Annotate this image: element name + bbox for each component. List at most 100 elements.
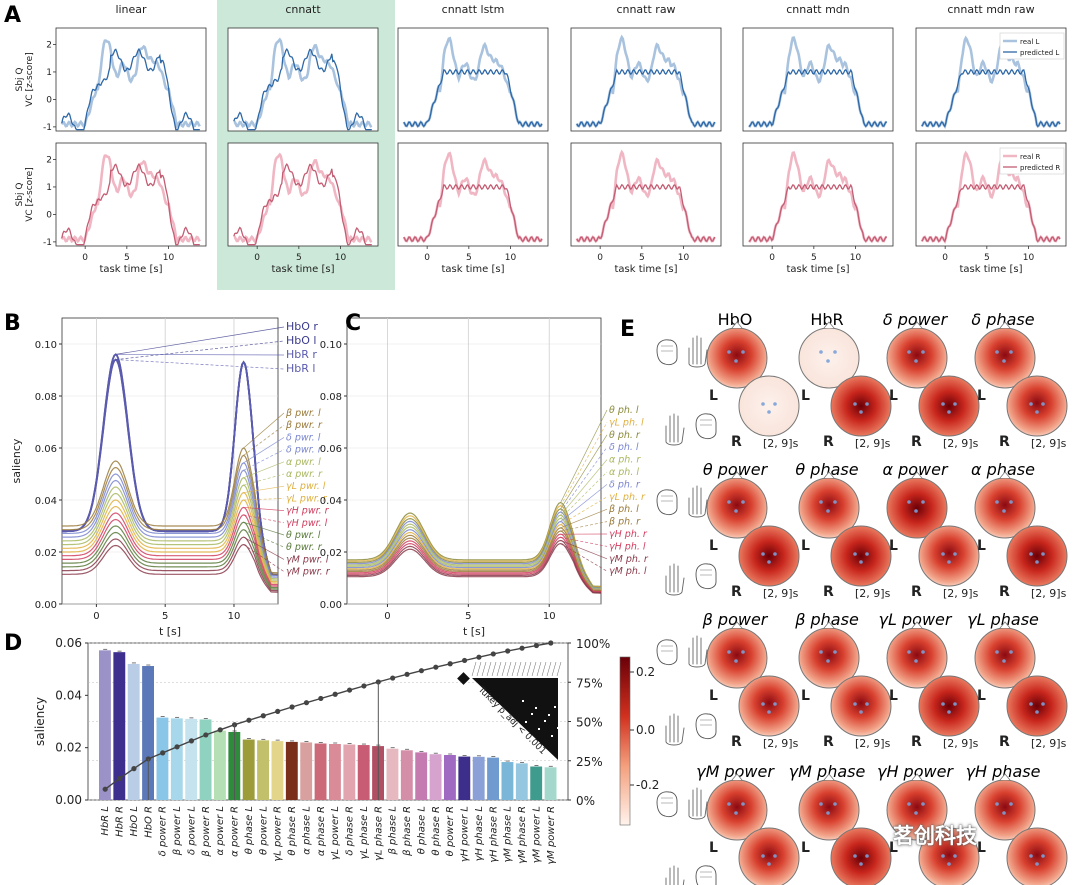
matrix-tick-label <box>546 661 552 677</box>
series-label: γM pwr. l <box>286 554 329 565</box>
matrix-tick-label <box>476 661 482 677</box>
x-tick-label: 5 <box>296 253 302 263</box>
electrode-dot <box>865 402 869 406</box>
series-label: θ pwr. r <box>286 542 323 553</box>
hand-label-r: R <box>731 434 742 450</box>
nose-marker <box>731 321 743 329</box>
series-label: γM pwr. r <box>286 567 331 578</box>
bar-label: α phase L <box>301 806 312 855</box>
subplot <box>742 27 894 132</box>
head-map-right <box>738 827 800 885</box>
electrode-dot <box>947 560 951 564</box>
nose-marker <box>911 471 923 479</box>
x-axis-label: task time [s] <box>441 264 504 275</box>
y-tick-label: 0.04 <box>35 496 57 507</box>
time-window-label: [2, 9]s <box>855 737 891 750</box>
electrode-dot <box>995 350 999 354</box>
time-window-label: [2, 9]s <box>763 437 799 450</box>
saliency-curve <box>347 501 601 587</box>
nose-marker <box>999 621 1011 629</box>
electrode-dot <box>741 802 745 806</box>
saliency-bar <box>429 754 442 800</box>
electrode-dot <box>953 552 957 556</box>
head-map-right <box>918 375 980 437</box>
saliency-curve <box>62 447 279 574</box>
plot-frame <box>61 317 279 605</box>
bar-label: β phase L <box>388 806 399 856</box>
saliency-bar <box>458 756 471 800</box>
matrix-tick-label <box>511 661 517 677</box>
hand-label-l: L <box>889 538 898 554</box>
nose-marker <box>999 471 1011 479</box>
saliency-curve <box>62 358 279 576</box>
head-map-right <box>918 525 980 587</box>
saliency-curve <box>62 499 278 584</box>
panel-label-a: A <box>4 3 21 28</box>
matrix-cell <box>541 749 543 751</box>
x-tick-label: 5 <box>466 253 472 263</box>
legend-label: real R <box>1020 153 1040 161</box>
electrode-dot <box>1002 359 1006 363</box>
hand-label-r: R <box>823 434 834 450</box>
saliency-curve <box>347 505 601 588</box>
saliency-curve <box>62 469 278 578</box>
time-window-label: [2, 9]s <box>943 587 979 600</box>
electrode-dot <box>1002 659 1006 663</box>
cumulative-point <box>318 695 324 702</box>
electrode-dot <box>941 552 945 556</box>
y2-tick-label: 75% <box>576 676 603 690</box>
cumulative-point <box>361 683 367 689</box>
y-axis-label: Sbj Q <box>15 183 25 207</box>
label-leader <box>243 485 285 493</box>
colorbar <box>619 656 631 826</box>
bar-label: HbR L <box>100 806 111 836</box>
electrode-dot <box>947 710 951 714</box>
electrode-dot <box>767 862 771 866</box>
electrode-dot <box>1035 862 1039 866</box>
series-label: δ pwr. r <box>286 445 323 456</box>
electrode-dot <box>953 402 957 406</box>
label-leader <box>560 422 608 506</box>
column-title: cnnatt <box>285 3 321 16</box>
y-tick-label: 0 <box>46 210 52 220</box>
series-label: θ ph. r <box>609 430 641 441</box>
y-tick-label: 0.02 <box>320 548 342 559</box>
bar-label: β power L <box>172 806 183 856</box>
electrode-dot <box>865 552 869 556</box>
electrode-dot <box>1009 802 1013 806</box>
bar-label: γL power L <box>330 806 341 860</box>
hand-label-l: L <box>977 840 986 856</box>
head-map-right <box>830 827 892 885</box>
head-map-right <box>830 675 892 737</box>
electrode-dot <box>1041 854 1045 858</box>
label-leader <box>243 473 285 486</box>
series-label: α pwr. r <box>286 469 323 480</box>
watermark-text: 茗创科技 <box>893 824 977 848</box>
cumulative-point <box>433 664 439 670</box>
electrode-dot <box>819 500 823 504</box>
electrode-dot <box>853 854 857 858</box>
series-label: θ ph. l <box>609 405 639 416</box>
panel-label-c: C <box>345 311 361 336</box>
series-label: α pwr. l <box>286 457 321 468</box>
x-tick-label: 10 <box>678 253 690 263</box>
series-label: γH pwr. r <box>286 506 330 517</box>
saliency-curve <box>62 521 278 589</box>
bar-label: θ phase R <box>431 806 442 856</box>
series-label: γH ph. l <box>609 541 646 552</box>
x-tick-label: 10 <box>543 611 556 622</box>
label-leader <box>115 359 285 370</box>
nose-marker <box>999 321 1011 329</box>
saliency-curve <box>347 539 601 594</box>
electrode-dot <box>833 350 837 354</box>
nose-marker <box>731 621 743 629</box>
trace-line <box>403 68 543 128</box>
electrode-dot <box>761 702 765 706</box>
panel-d: 0.06 0.04 0.02 0.00 100% 75% 50% 25% 0% saliency H… <box>33 636 610 865</box>
hand-label-l: L <box>977 688 986 704</box>
electrode-dot <box>819 350 823 354</box>
label-leader <box>560 409 608 503</box>
